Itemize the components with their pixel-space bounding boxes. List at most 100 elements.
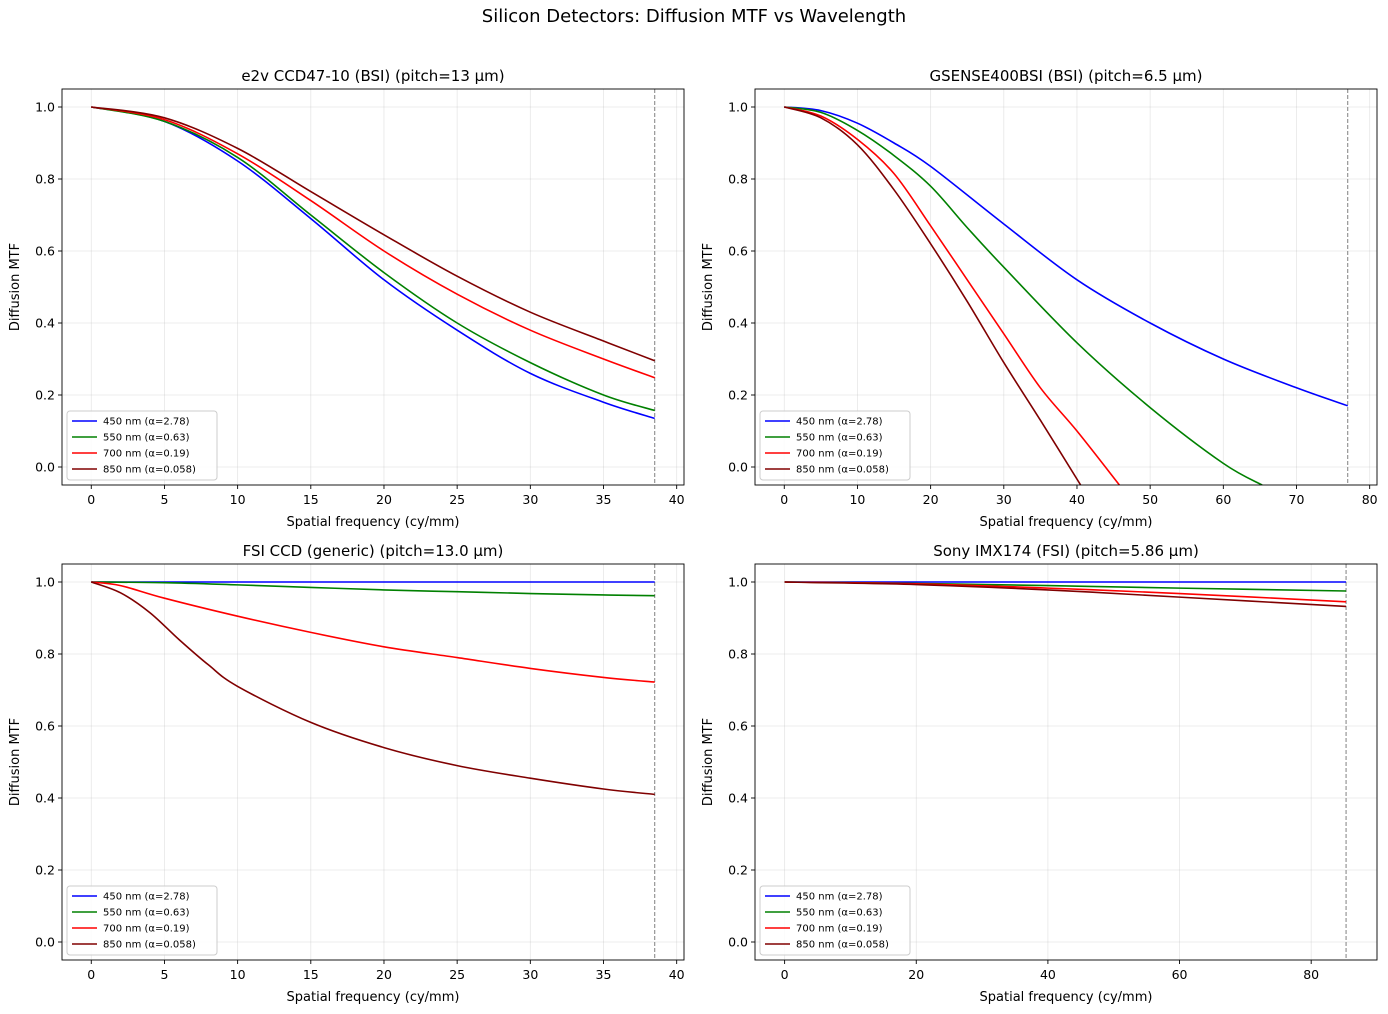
legend-box xyxy=(66,885,218,956)
series-line-700-nm-0-19 xyxy=(784,581,1347,603)
y-tick-label: 0.0 xyxy=(35,460,55,475)
legend-label: 700 nm (α=0.19) xyxy=(103,924,190,935)
x-tick-label: 5 xyxy=(160,492,168,507)
legend: 450 nm (α=2.78) 550 nm (α=0.63) 700 nm (α=… xyxy=(66,410,218,481)
chart-panel-top-right: 0 10 20 30 40 50 60 70 80 0.0 0.2 0.4 0.6 0.8 1.0 GSENS… xyxy=(701,67,1378,530)
series-line-850-nm-0-058 xyxy=(91,106,656,362)
series-line-700-nm-0-19 xyxy=(91,581,655,683)
x-axis-label: Spatial frequency (cy/mm) xyxy=(287,990,460,1005)
chart-title: e2v CCD47-10 (BSI) (pitch=13 µm) xyxy=(241,67,504,85)
y-tick-label: 1.0 xyxy=(728,575,748,590)
legend-label: 550 nm (α=0.63) xyxy=(796,433,883,444)
axes-frame xyxy=(61,563,685,961)
y-tick-label: 0.8 xyxy=(35,647,55,662)
x-tick-label: 10 xyxy=(849,492,865,507)
legend-label: 850 nm (α=0.058) xyxy=(796,465,889,476)
y-tick-label: 0.4 xyxy=(35,316,55,331)
x-tick-label: 10 xyxy=(230,492,246,507)
x-tick-label: 20 xyxy=(908,967,924,982)
x-axis-label: Spatial frequency (cy/mm) xyxy=(980,990,1153,1005)
y-tick-label: 0.2 xyxy=(728,863,748,878)
axes-frame xyxy=(754,88,1378,486)
y-axis-label: Diffusion MTF xyxy=(8,718,23,806)
chart-title: Sony IMX174 (FSI) (pitch=5.86 µm) xyxy=(933,542,1199,560)
y-tick-label: 1.0 xyxy=(728,100,748,115)
grid-lines xyxy=(62,89,684,485)
x-tick-label: 25 xyxy=(449,967,465,982)
x-tick-label: 70 xyxy=(1289,492,1305,507)
x-tick-label: 60 xyxy=(1215,492,1231,507)
x-tick-label: 35 xyxy=(596,492,612,507)
x-tick-label: 80 xyxy=(1362,492,1378,507)
axes-frame xyxy=(754,563,1378,961)
chart-panel-bottom-right: 0 20 40 60 80 0.0 0.2 0.4 0.6 0.8 1.0 Sony IMX174 (… xyxy=(701,542,1378,1005)
x-tick-label: 30 xyxy=(522,967,538,982)
legend-label: 700 nm (α=0.19) xyxy=(103,449,190,460)
series-line-850-nm-0-058 xyxy=(784,106,1082,485)
y-tick-label: 0.2 xyxy=(728,388,748,403)
y-tick-label: 0.4 xyxy=(728,791,748,806)
series-line-450-nm-2-78 xyxy=(91,106,655,420)
series-line-550-nm-0-63 xyxy=(91,106,655,412)
legend-box xyxy=(759,885,911,956)
legend-label: 550 nm (α=0.63) xyxy=(103,433,190,444)
y-tick-label: 0.8 xyxy=(35,172,55,187)
y-tick-label: 0.6 xyxy=(728,719,748,734)
x-tick-label: 10 xyxy=(230,967,246,982)
y-tick-label: 0.6 xyxy=(35,719,55,734)
legend-label: 550 nm (α=0.63) xyxy=(103,908,190,919)
series-line-700-nm-0-19 xyxy=(784,106,1121,485)
y-tick-label: 0.0 xyxy=(728,935,748,950)
x-tick-label: 0 xyxy=(87,967,95,982)
x-tick-label: 0 xyxy=(781,967,789,982)
x-tick-label: 40 xyxy=(1069,492,1085,507)
series-line-850-nm-0-058 xyxy=(90,581,655,796)
axes-frame xyxy=(61,88,685,486)
y-tick-label: 0.0 xyxy=(728,460,748,475)
x-tick-label: 40 xyxy=(1040,967,1056,982)
x-tick-label: 20 xyxy=(923,492,939,507)
legend: 450 nm (α=2.78) 550 nm (α=0.63) 700 nm (α=… xyxy=(66,885,218,956)
x-tick-label: 60 xyxy=(1172,967,1188,982)
x-tick-label: 80 xyxy=(1303,967,1319,982)
y-tick-label: 1.0 xyxy=(35,100,55,115)
y-tick-label: 0.0 xyxy=(35,935,55,950)
legend-label: 850 nm (α=0.058) xyxy=(796,940,889,951)
legend-label: 550 nm (α=0.63) xyxy=(796,908,883,919)
legend-label: 450 nm (α=2.78) xyxy=(103,417,190,428)
y-tick-label: 0.4 xyxy=(728,316,748,331)
x-tick-label: 5 xyxy=(160,967,168,982)
y-axis-label: Diffusion MTF xyxy=(701,243,716,331)
legend: 450 nm (α=2.78) 550 nm (α=0.63) 700 nm (α=… xyxy=(759,885,911,956)
chart-panel-top-left: 0 5 10 15 20 25 30 35 40 0.0 0.2 0.4 0.6 0.8 1.0 e2v CC… xyxy=(8,67,685,530)
series-line-450-nm-2-78 xyxy=(784,106,1348,407)
x-tick-label: 15 xyxy=(303,492,319,507)
legend-label: 450 nm (α=2.78) xyxy=(796,417,883,428)
y-tick-label: 0.8 xyxy=(728,647,748,662)
x-tick-label: 25 xyxy=(449,492,465,507)
x-tick-label: 20 xyxy=(376,967,392,982)
series-line-850-nm-0-058 xyxy=(784,581,1347,608)
y-tick-label: 0.2 xyxy=(35,388,55,403)
y-tick-label: 0.8 xyxy=(728,172,748,187)
legend-label: 850 nm (α=0.058) xyxy=(103,465,196,476)
x-tick-label: 15 xyxy=(303,967,319,982)
chart-title: FSI CCD (generic) (pitch=13.0 µm) xyxy=(243,542,504,560)
x-tick-label: 0 xyxy=(780,492,788,507)
legend: 450 nm (α=2.78) 550 nm (α=0.63) 700 nm (α=… xyxy=(759,410,911,481)
legend-box xyxy=(759,410,911,481)
legend-box xyxy=(66,410,218,481)
x-tick-label: 40 xyxy=(669,967,685,982)
legend-label: 450 nm (α=2.78) xyxy=(103,892,190,903)
x-axis-label: Spatial frequency (cy/mm) xyxy=(287,515,460,530)
x-tick-label: 0 xyxy=(87,492,95,507)
chart-panel-bottom-left: 0 5 10 15 20 25 30 35 40 0.0 0.2 0.4 0.6 0.8 1.0 FSI CC… xyxy=(8,542,685,1005)
x-tick-label: 40 xyxy=(669,492,685,507)
figure-title: Silicon Detectors: Diffusion MTF vs Wave… xyxy=(481,6,907,27)
series-line-550-nm-0-63 xyxy=(784,106,1263,485)
x-tick-label: 50 xyxy=(1142,492,1158,507)
x-tick-label: 20 xyxy=(376,492,392,507)
series-line-700-nm-0-19 xyxy=(91,106,656,379)
y-axis-label: Diffusion MTF xyxy=(701,718,716,806)
y-tick-label: 0.6 xyxy=(35,244,55,259)
